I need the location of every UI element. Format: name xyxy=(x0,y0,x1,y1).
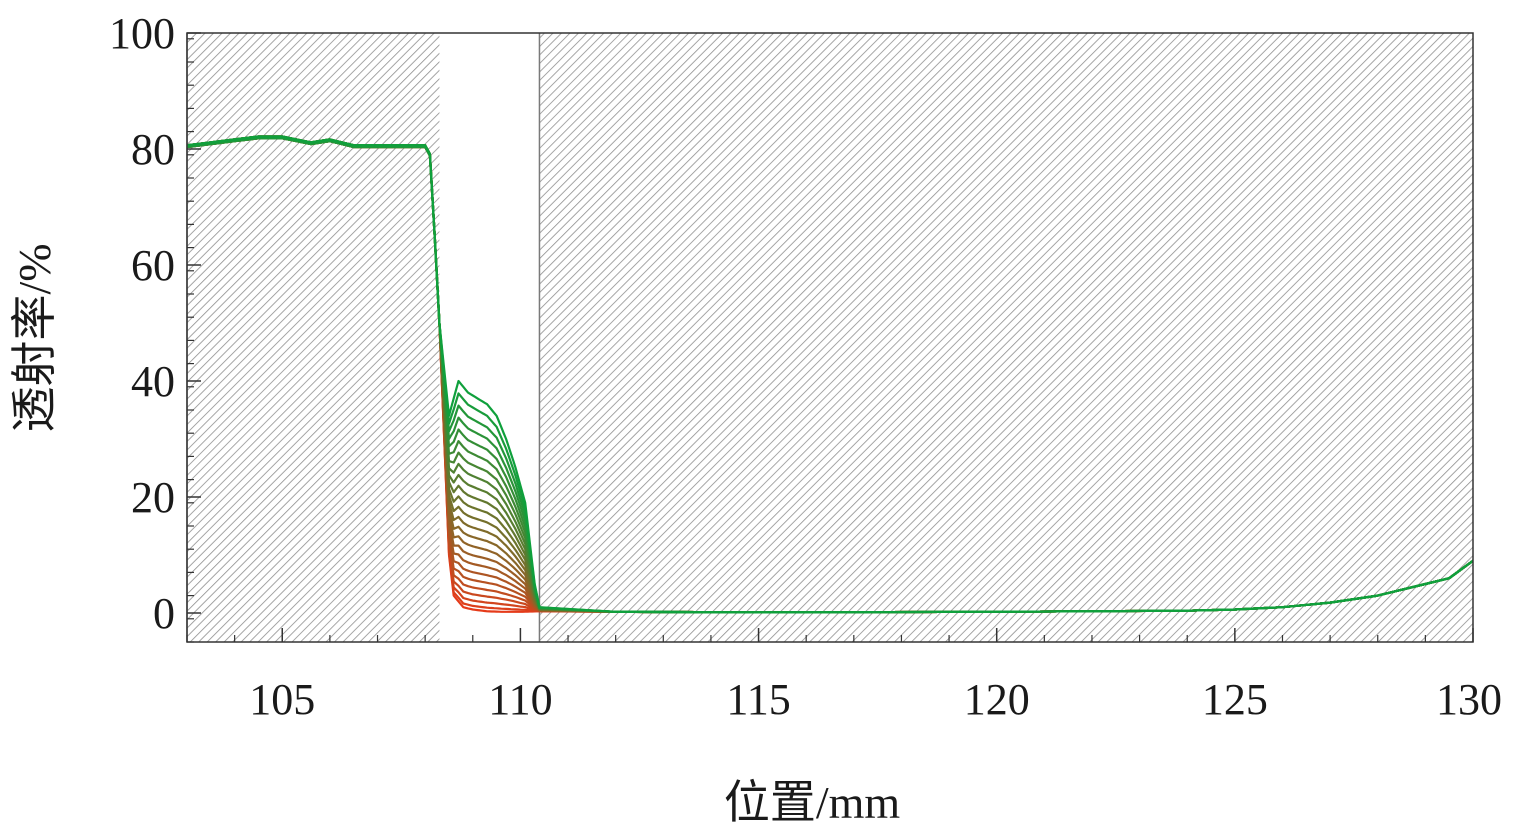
shaded-region-2 xyxy=(539,33,1473,642)
y-tick-label: 0 xyxy=(153,589,175,638)
y-tick-label: 80 xyxy=(131,125,175,174)
ticks xyxy=(186,32,1474,643)
y-tick-label: 100 xyxy=(109,9,175,58)
plot-frame xyxy=(186,32,1474,643)
series-layer xyxy=(187,135,1473,614)
x-tick-label: 110 xyxy=(488,675,552,724)
tick-labels: 0 20 40 60 80 100 105 110 115 120 125 130 xyxy=(109,9,1502,724)
shaded-regions xyxy=(186,33,1473,642)
series-line-24 xyxy=(187,135,1473,614)
y-tick-label: 20 xyxy=(131,473,175,522)
x-tick-label: 115 xyxy=(726,675,790,724)
x-tick-label: 120 xyxy=(964,675,1030,724)
x-axis-title: 位置/mm xyxy=(724,777,901,828)
shaded-region-1 xyxy=(187,33,440,642)
x-tick-label: 105 xyxy=(249,675,315,724)
y-tick-label: 60 xyxy=(131,241,175,290)
y-axis-title: 透射率/% xyxy=(9,243,60,432)
x-tick-label: 125 xyxy=(1202,675,1268,724)
x-tick-label: 130 xyxy=(1436,675,1502,724)
y-tick-label: 40 xyxy=(131,357,175,406)
